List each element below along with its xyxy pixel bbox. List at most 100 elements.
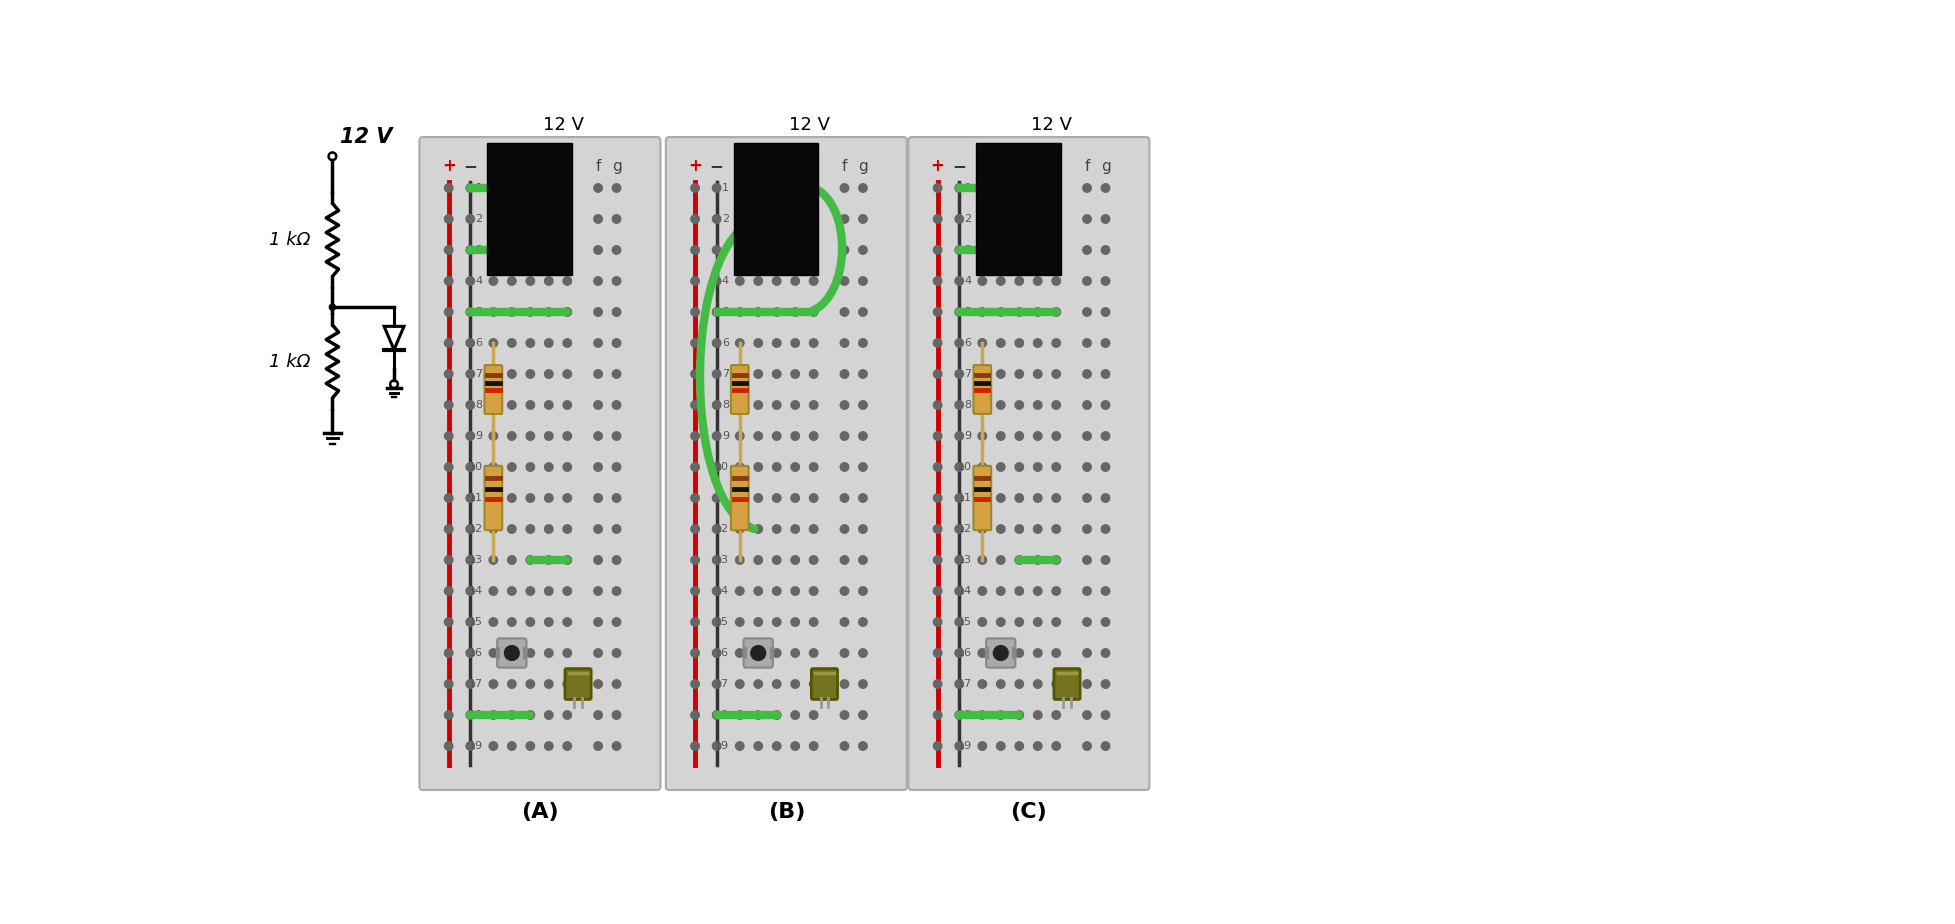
Circle shape [954, 742, 964, 750]
Circle shape [444, 525, 454, 533]
Circle shape [792, 555, 800, 565]
Circle shape [545, 214, 553, 224]
Circle shape [1052, 555, 1060, 565]
Circle shape [1034, 525, 1042, 533]
Text: g: g [1101, 159, 1110, 174]
Text: 7: 7 [721, 369, 729, 379]
Circle shape [594, 711, 602, 719]
Circle shape [712, 308, 721, 316]
Circle shape [954, 463, 964, 471]
Circle shape [1034, 587, 1042, 595]
Circle shape [563, 711, 571, 719]
Circle shape [489, 618, 499, 626]
Circle shape [1101, 742, 1110, 750]
Circle shape [772, 493, 780, 503]
Text: 16: 16 [958, 648, 972, 658]
Text: −: − [952, 157, 966, 176]
Circle shape [792, 339, 800, 347]
Circle shape [526, 711, 534, 719]
Circle shape [563, 587, 571, 595]
Circle shape [1052, 649, 1060, 657]
Circle shape [954, 184, 964, 192]
Circle shape [809, 555, 817, 565]
Text: 1: 1 [475, 183, 483, 193]
Circle shape [755, 339, 762, 347]
Circle shape [508, 555, 516, 565]
Circle shape [841, 742, 848, 750]
Circle shape [1052, 525, 1060, 533]
Circle shape [792, 618, 800, 626]
Circle shape [978, 214, 987, 224]
Circle shape [712, 711, 721, 719]
Circle shape [841, 184, 848, 192]
Circle shape [612, 649, 622, 657]
Circle shape [563, 246, 571, 254]
Circle shape [978, 742, 987, 750]
Circle shape [954, 711, 964, 719]
Circle shape [690, 555, 700, 565]
Text: 19: 19 [469, 741, 483, 751]
Circle shape [1015, 401, 1024, 409]
Circle shape [690, 463, 700, 471]
Circle shape [772, 587, 780, 595]
Circle shape [933, 184, 942, 192]
Circle shape [508, 587, 516, 595]
Circle shape [594, 339, 602, 347]
Circle shape [735, 618, 745, 626]
Circle shape [858, 184, 868, 192]
Text: 13: 13 [958, 555, 972, 565]
Circle shape [1101, 587, 1110, 595]
Circle shape [772, 370, 780, 378]
Circle shape [933, 308, 942, 316]
Circle shape [978, 618, 987, 626]
Circle shape [526, 618, 534, 626]
Circle shape [772, 649, 780, 657]
Circle shape [858, 742, 868, 750]
Circle shape [465, 463, 475, 471]
Bar [487, 143, 573, 274]
Circle shape [809, 463, 817, 471]
Text: 18: 18 [469, 710, 483, 720]
Circle shape [772, 680, 780, 688]
Circle shape [690, 277, 700, 286]
Circle shape [772, 432, 780, 440]
Circle shape [444, 618, 454, 626]
Circle shape [1015, 649, 1024, 657]
Circle shape [954, 370, 964, 378]
Circle shape [690, 493, 700, 503]
Circle shape [858, 463, 868, 471]
Circle shape [755, 587, 762, 595]
Circle shape [712, 463, 721, 471]
Circle shape [997, 742, 1005, 750]
Circle shape [1015, 555, 1024, 565]
FancyBboxPatch shape [985, 638, 1015, 668]
Text: 12 V: 12 V [543, 116, 583, 134]
Circle shape [933, 742, 942, 750]
Circle shape [594, 463, 602, 471]
Circle shape [954, 587, 964, 595]
Circle shape [508, 246, 516, 254]
FancyBboxPatch shape [974, 365, 991, 414]
Text: e: e [809, 159, 819, 174]
Circle shape [1015, 680, 1024, 688]
Circle shape [489, 742, 499, 750]
Circle shape [809, 246, 817, 254]
Circle shape [735, 525, 745, 533]
Circle shape [1034, 463, 1042, 471]
Circle shape [858, 587, 868, 595]
Circle shape [465, 308, 475, 316]
Circle shape [978, 525, 987, 533]
Circle shape [755, 432, 762, 440]
Circle shape [792, 308, 800, 316]
Circle shape [1083, 277, 1091, 286]
Circle shape [841, 214, 848, 224]
Circle shape [755, 493, 762, 503]
Circle shape [1015, 711, 1024, 719]
Circle shape [755, 246, 762, 254]
Circle shape [712, 493, 721, 503]
Circle shape [997, 680, 1005, 688]
Circle shape [978, 246, 987, 254]
Circle shape [1083, 308, 1091, 316]
Circle shape [772, 555, 780, 565]
Circle shape [809, 525, 817, 533]
